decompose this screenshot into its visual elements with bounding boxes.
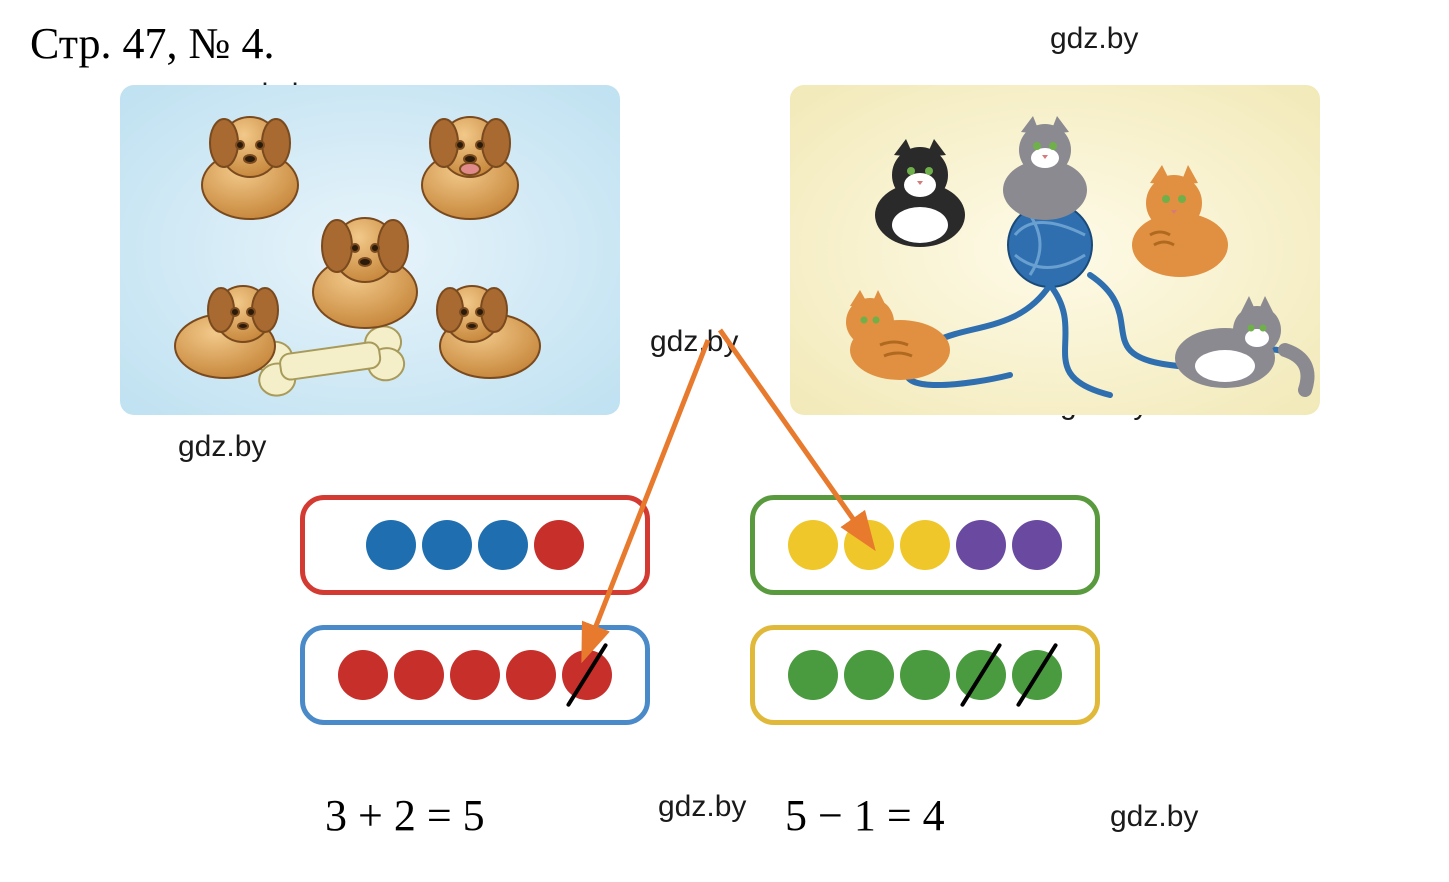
watermark: gdz.by [1110,800,1198,834]
equation-left: 3 + 2 = 5 [325,790,485,841]
dot [422,520,472,570]
watermark: gdz.by [658,790,746,824]
watermark: gdz.by [650,325,738,359]
dot [900,650,950,700]
watermark: gdz.by [178,430,266,464]
dot [450,650,500,700]
dot [956,520,1006,570]
kittens-illustration [790,85,1320,415]
dot-card-bottom-left [300,625,650,725]
dot [844,650,894,700]
dot [1012,520,1062,570]
puppies-illustration [120,85,620,415]
dot [956,650,1006,700]
dot-card-top-left [300,495,650,595]
dot [844,520,894,570]
page-title: Стр. 47, № 4. [30,18,275,69]
dot [788,520,838,570]
watermark: gdz.by [1050,22,1138,56]
dot [394,650,444,700]
dot [534,520,584,570]
dot [788,650,838,700]
dot [506,650,556,700]
dot [338,650,388,700]
dot [562,650,612,700]
dot-card-bottom-right [750,625,1100,725]
dot-card-top-right [750,495,1100,595]
dot [366,520,416,570]
equation-right: 5 − 1 = 4 [785,790,945,841]
dot [900,520,950,570]
dot [478,520,528,570]
dot [1012,650,1062,700]
